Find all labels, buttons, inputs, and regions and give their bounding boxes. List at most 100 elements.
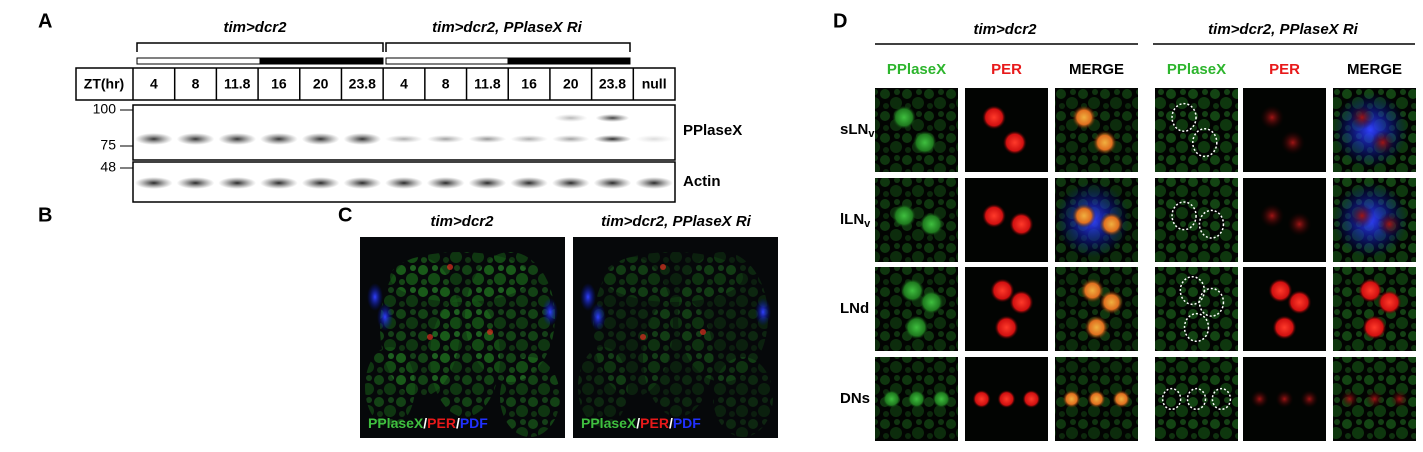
- micrograph-haze: [875, 88, 958, 172]
- panel-label: C: [338, 204, 352, 226]
- nucleus: [1268, 278, 1293, 303]
- micrograph: [965, 178, 1048, 262]
- tissue: [578, 347, 628, 427]
- pdf-signal: [542, 298, 558, 326]
- panel-label: A: [38, 10, 52, 32]
- nucleus-outline: [1198, 287, 1225, 317]
- zt-label: 16: [271, 76, 287, 92]
- nucleus: [982, 203, 1007, 228]
- nucleus: [1112, 390, 1131, 408]
- nucleus: [1062, 390, 1081, 408]
- nucleus: [892, 203, 917, 228]
- panel-label: D: [833, 10, 847, 32]
- tissue: [430, 297, 500, 417]
- nucleus: [982, 105, 1007, 130]
- nucleus: [1002, 130, 1027, 155]
- caption-part: /: [423, 415, 427, 431]
- band: [260, 177, 298, 189]
- tissue: [643, 297, 713, 417]
- channel-label: PER: [991, 61, 1022, 78]
- nucleus: [1287, 212, 1312, 237]
- band: [553, 114, 588, 122]
- nucleus: [1272, 315, 1297, 340]
- band: [595, 114, 630, 122]
- nucleus: [1377, 290, 1402, 315]
- band: [343, 133, 382, 145]
- nucleus: [1080, 278, 1105, 303]
- caption: PPlaseX/PER/PDF: [581, 415, 701, 431]
- nucleus: [1250, 390, 1269, 408]
- caption-part: PER: [640, 415, 669, 431]
- image-title: tim>dcr2: [431, 213, 495, 230]
- panel-label: B: [38, 204, 52, 226]
- band: [510, 135, 548, 143]
- nucleus: [892, 105, 917, 130]
- pdf-signal: [367, 283, 383, 311]
- band: [260, 133, 298, 145]
- nucleus: [1092, 130, 1117, 155]
- micrograph-haze: [1155, 178, 1238, 262]
- row-label-main: DNs: [840, 390, 870, 407]
- band: [510, 177, 548, 189]
- nucleus-outline: [1161, 387, 1182, 411]
- tissue: [603, 252, 743, 302]
- pdf-signal: [590, 303, 606, 331]
- row-label: DNs: [840, 390, 870, 407]
- channel-label: MERGE: [1347, 61, 1402, 78]
- pdf-signal: [580, 283, 596, 311]
- zt-label: 8: [192, 76, 200, 92]
- band: [635, 177, 674, 189]
- nucleus: [1009, 212, 1034, 237]
- band: [218, 177, 257, 189]
- per-signal: [447, 264, 453, 270]
- band: [176, 133, 215, 145]
- nucleus: [1280, 130, 1305, 155]
- band: [343, 177, 382, 189]
- nucleus: [1350, 105, 1375, 130]
- tissue: [713, 357, 773, 437]
- row-label-sub: v: [864, 218, 871, 230]
- nucleus: [1358, 278, 1383, 303]
- tissue: [365, 347, 415, 427]
- nucleus: [990, 278, 1015, 303]
- micrograph-haze: [1055, 88, 1138, 172]
- caption-part: PDF: [460, 415, 488, 431]
- micrograph: [965, 88, 1048, 172]
- marker-label: 48: [100, 159, 116, 175]
- micrograph-haze: [1155, 88, 1238, 172]
- per-signal: [640, 334, 646, 340]
- band: [135, 133, 173, 145]
- panel-a: [75, 42, 676, 203]
- group-title: tim>dcr2, PPlaseX Ri: [432, 19, 582, 36]
- band: [426, 177, 465, 189]
- caption-part: PDF: [673, 415, 701, 431]
- caption-part: /: [669, 415, 673, 431]
- row-label-sub: v: [868, 128, 875, 140]
- zt-label: 20: [563, 76, 579, 92]
- row-label: sLNv: [840, 121, 875, 140]
- nucleus-outline: [1183, 312, 1210, 343]
- micrograph-haze: [1155, 267, 1238, 351]
- zt-label: 4: [150, 76, 158, 92]
- pdf-signal: [755, 298, 771, 326]
- band: [301, 133, 340, 145]
- nucleus: [994, 315, 1019, 340]
- nucleus: [1072, 105, 1097, 130]
- zt-label: 20: [313, 76, 329, 92]
- channel-label: MERGE: [1069, 61, 1124, 78]
- band: [468, 135, 507, 143]
- nucleus-outline: [1211, 387, 1232, 411]
- pdf-signal: [377, 303, 393, 331]
- zt-label: 23.8: [599, 76, 626, 92]
- pdf-signal: [1333, 92, 1408, 168]
- row-label-main: sLN: [840, 121, 868, 138]
- blot-label: PPlaseX: [683, 122, 742, 139]
- band: [135, 177, 173, 189]
- band: [385, 177, 423, 189]
- nucleus: [1072, 203, 1097, 228]
- band: [551, 177, 590, 189]
- zt-label: 8: [442, 76, 450, 92]
- image-title: tim>dcr2, PPlaseX Ri: [601, 213, 751, 230]
- per-signal: [660, 264, 666, 270]
